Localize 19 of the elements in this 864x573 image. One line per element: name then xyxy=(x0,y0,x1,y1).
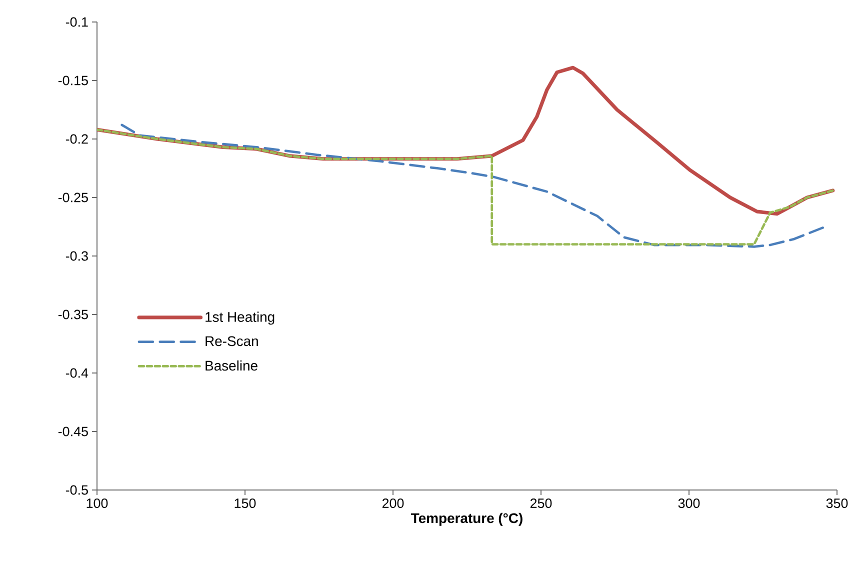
x-tick-label: 100 xyxy=(86,498,108,508)
y-tick-label: -0.3 xyxy=(66,251,88,261)
x-tick-label: 250 xyxy=(530,498,552,508)
x-tick-label: 200 xyxy=(382,498,404,508)
y-tick-label: -0.45 xyxy=(58,426,88,436)
x-tick-label: 300 xyxy=(678,498,700,508)
x-tick-label: 150 xyxy=(234,498,256,508)
y-tick-label: -0.2 xyxy=(66,134,88,144)
y-tick-label: -0.4 xyxy=(66,368,88,378)
legend-label: Re-Scan xyxy=(206,336,258,346)
y-tick-label: -0.5 xyxy=(66,485,88,495)
x-tick-label: 350 xyxy=(826,498,848,508)
legend-label: 1st Heating xyxy=(206,312,274,325)
y-tick-label: -0.15 xyxy=(58,76,88,86)
legend-label: Baseline xyxy=(206,360,258,371)
y-tick-label: -0.1 xyxy=(66,17,88,27)
y-tick-label: -0.25 xyxy=(58,192,88,202)
y-tick-label: -0.35 xyxy=(58,310,88,320)
x-axis-title: Temperature (°C) xyxy=(411,512,522,526)
